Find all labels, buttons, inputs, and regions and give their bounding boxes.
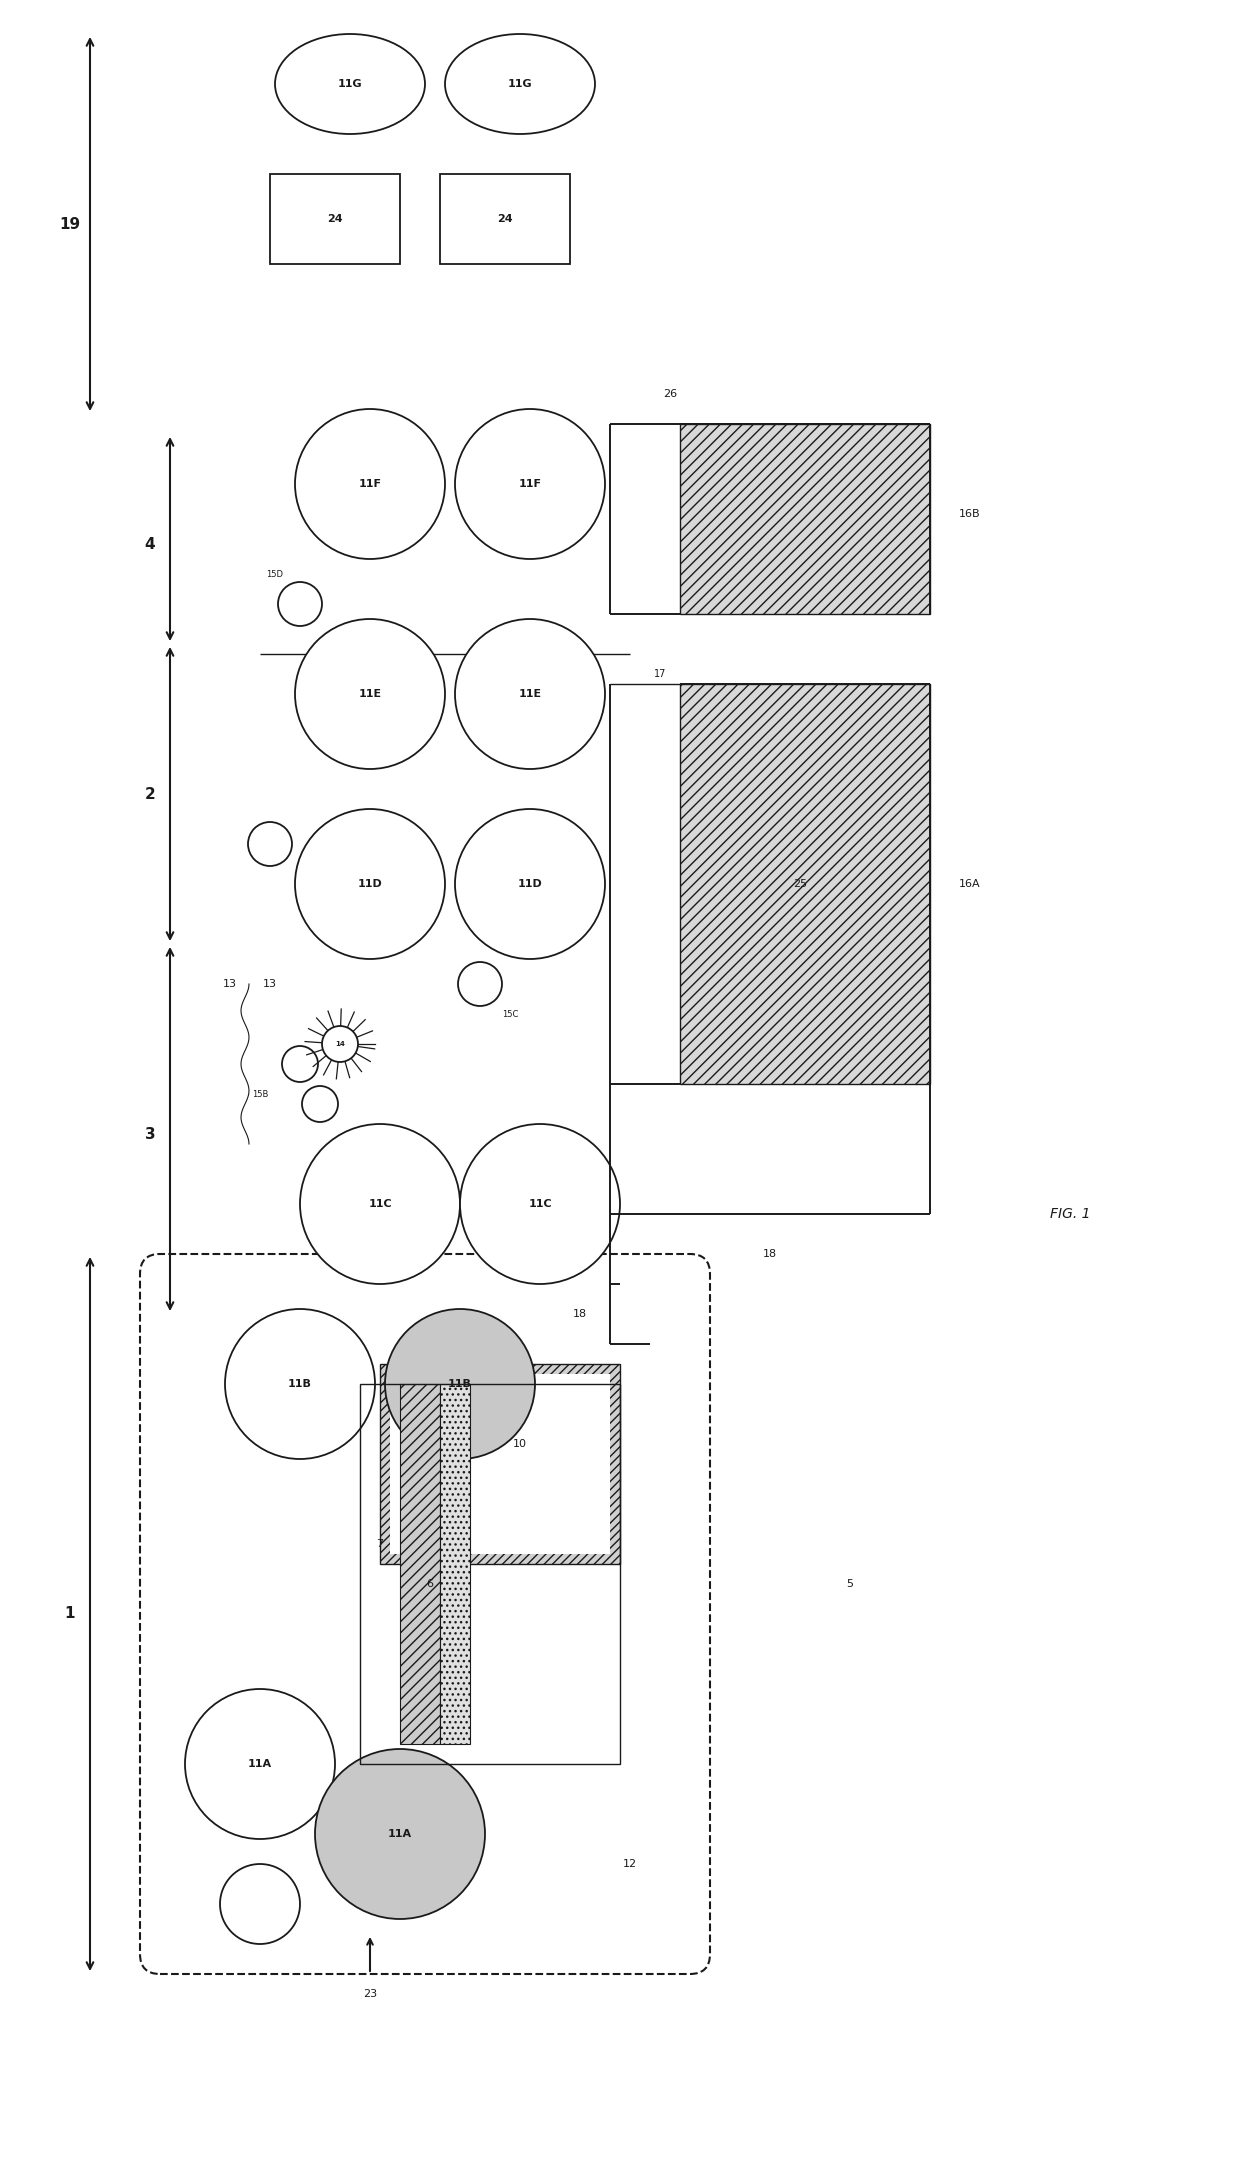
Text: 25: 25 xyxy=(792,879,807,889)
Circle shape xyxy=(295,409,445,558)
Text: 6: 6 xyxy=(427,1580,434,1588)
Text: 11F: 11F xyxy=(518,478,542,489)
Text: 11A: 11A xyxy=(388,1829,412,1839)
Bar xyxy=(379,1363,620,1565)
Text: 11E: 11E xyxy=(358,688,382,699)
Text: 11G: 11G xyxy=(337,80,362,89)
Text: 11F: 11F xyxy=(358,478,382,489)
Text: 24: 24 xyxy=(497,214,513,225)
Text: 13: 13 xyxy=(223,978,237,989)
Text: 23: 23 xyxy=(363,1989,377,2000)
Circle shape xyxy=(224,1309,374,1459)
Text: 3: 3 xyxy=(145,1127,155,1140)
Circle shape xyxy=(219,1863,300,1943)
FancyBboxPatch shape xyxy=(140,1253,711,1974)
Bar xyxy=(680,684,930,1084)
Bar xyxy=(401,1385,440,1744)
Text: 16B: 16B xyxy=(960,509,981,519)
Ellipse shape xyxy=(445,35,595,134)
Text: 11A: 11A xyxy=(248,1759,272,1768)
Text: 15B: 15B xyxy=(252,1088,268,1099)
Circle shape xyxy=(248,822,291,866)
Text: FIG. 1: FIG. 1 xyxy=(1050,1208,1090,1220)
Circle shape xyxy=(315,1749,485,1919)
Text: 18: 18 xyxy=(573,1309,587,1320)
Circle shape xyxy=(295,619,445,768)
Bar xyxy=(680,424,930,615)
Circle shape xyxy=(384,1309,534,1459)
Text: 26: 26 xyxy=(663,390,677,398)
Text: 11C: 11C xyxy=(368,1199,392,1210)
Text: 18: 18 xyxy=(763,1249,777,1259)
Text: 19: 19 xyxy=(60,216,81,232)
Circle shape xyxy=(322,1026,358,1063)
Text: 11D: 11D xyxy=(517,879,542,889)
Text: 12: 12 xyxy=(622,1859,637,1870)
Text: 7: 7 xyxy=(377,1539,383,1549)
Text: 17: 17 xyxy=(653,669,666,679)
Text: 4: 4 xyxy=(145,537,155,552)
Text: 11G: 11G xyxy=(507,80,532,89)
Circle shape xyxy=(455,809,605,959)
Text: 1: 1 xyxy=(64,1606,76,1621)
Circle shape xyxy=(455,619,605,768)
Circle shape xyxy=(458,963,502,1006)
Ellipse shape xyxy=(275,35,425,134)
Circle shape xyxy=(185,1688,335,1839)
Bar xyxy=(391,1374,610,1554)
Text: 2: 2 xyxy=(145,786,155,801)
Circle shape xyxy=(460,1123,620,1283)
Text: 24: 24 xyxy=(327,214,342,225)
Text: 15C: 15C xyxy=(502,1008,518,1019)
Bar xyxy=(440,173,570,264)
Circle shape xyxy=(281,1045,317,1082)
Circle shape xyxy=(455,409,605,558)
Text: 15D: 15D xyxy=(267,569,284,578)
Circle shape xyxy=(295,809,445,959)
Bar xyxy=(440,1385,470,1744)
Circle shape xyxy=(278,582,322,625)
Text: 16A: 16A xyxy=(960,879,981,889)
Circle shape xyxy=(300,1123,460,1283)
Circle shape xyxy=(303,1086,339,1121)
Text: 11B: 11B xyxy=(288,1378,312,1389)
Text: 11B: 11B xyxy=(448,1378,472,1389)
Text: 14: 14 xyxy=(335,1041,345,1047)
Text: 10: 10 xyxy=(513,1439,527,1450)
Text: 5: 5 xyxy=(847,1580,853,1588)
Bar xyxy=(360,1385,620,1764)
Text: 11D: 11D xyxy=(357,879,382,889)
Text: 11E: 11E xyxy=(518,688,542,699)
Bar xyxy=(270,173,401,264)
Text: 11C: 11C xyxy=(528,1199,552,1210)
Text: 13: 13 xyxy=(263,978,277,989)
